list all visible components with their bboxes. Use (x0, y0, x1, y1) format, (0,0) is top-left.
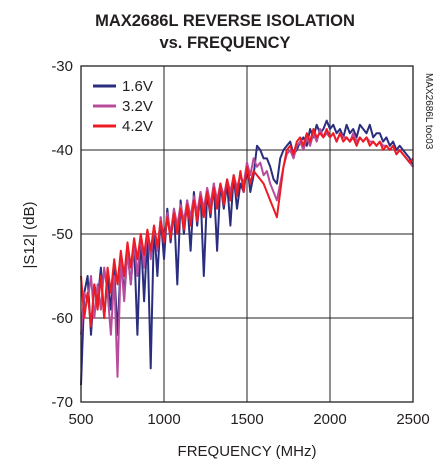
y-tick-label: -60 (51, 310, 73, 327)
x-tick-label: 1000 (147, 411, 180, 428)
grid (80, 65, 414, 403)
legend-label: 3.2V (122, 98, 153, 115)
plot-frame (80, 65, 414, 403)
series-line-3-2v (80, 128, 414, 378)
y-tick-labels: -30 -40 -50 -60 -70 (51, 58, 73, 411)
series-line-4-2v (80, 128, 414, 328)
x-tick-label: 2500 (396, 411, 429, 428)
y-tick-label: -40 (51, 142, 73, 159)
chart-title-line2: vs. FREQUENCY (159, 34, 290, 52)
legend: 1.6V 3.2V 4.2V (93, 78, 153, 135)
x-axis-label: FREQUENCY (MHz) (178, 443, 317, 460)
plot-series (80, 119, 414, 386)
x-tick-label: 500 (68, 411, 93, 428)
x-tick-label: 1500 (230, 411, 263, 428)
y-axis-label: |S12| (dB) (21, 202, 38, 269)
legend-label: 4.2V (122, 118, 153, 135)
y-tick-label: -70 (51, 394, 73, 411)
legend-label: 1.6V (122, 78, 153, 95)
y-tick-label: -30 (51, 58, 73, 75)
y-tick-label: -50 (51, 226, 73, 243)
figure-code-label: MAX2686L toc03 (423, 73, 434, 150)
chart-title-line1: MAX2686L REVERSE ISOLATION (95, 12, 355, 30)
x-tick-label: 2000 (313, 411, 346, 428)
x-tick-labels: 500 1000 1500 2000 2500 (68, 411, 429, 428)
